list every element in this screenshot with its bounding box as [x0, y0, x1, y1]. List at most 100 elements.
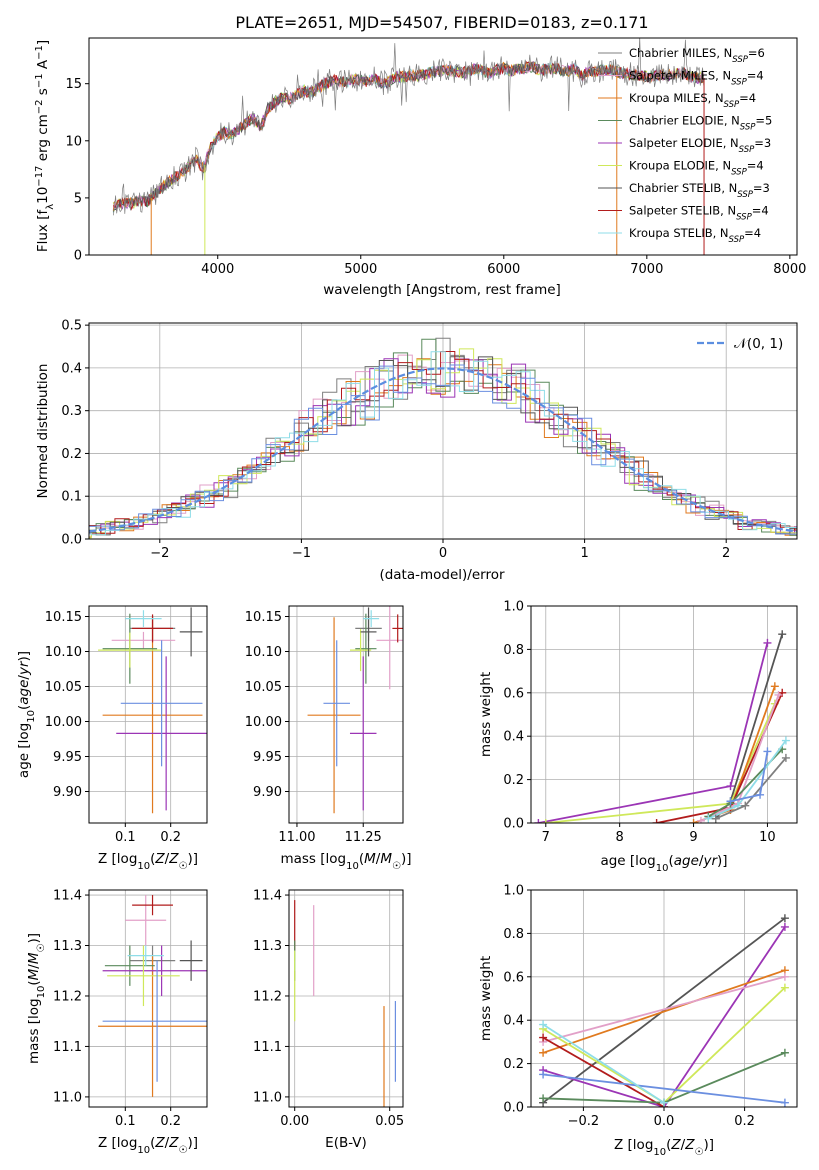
weight-vs-Z-panel: −0.2 0.0 0.2 0.0 0.2 0.4 0.6 0.8 1.0 mass weight: [478, 884, 798, 1129]
spectrum-series: [112, 61, 705, 213]
spectrum-lines: [112, 38, 705, 255]
legend-entry: Kroupa ELODIE, NSSP=4: [629, 159, 764, 178]
axes-frame: [530, 605, 798, 824]
y-tick-label: 11.1: [53, 1040, 82, 1055]
label-part: yr: [702, 853, 718, 869]
mass-vs-Z-panel: 0.1 0.2 11.0 11.1 11.2 11.3 11.4: [53, 889, 208, 1129]
y-tick-label: 0: [74, 249, 82, 264]
weight-marker: [778, 630, 787, 639]
x-axis-label: age [log10(age/yr)]: [600, 853, 727, 874]
legend-count: =4: [747, 159, 764, 173]
legend-entry: Chabrier STELIB, NSSP=3: [629, 181, 770, 200]
y-axis-label: mass [log10(M/M☉)]: [26, 933, 47, 1064]
spectrum-series: [112, 61, 705, 212]
y-tick-label: 11.1: [253, 1040, 282, 1055]
x-tick-label: 5000: [344, 262, 377, 277]
x-tick-label: −0.2: [568, 1114, 600, 1129]
weight-marker: [539, 1033, 548, 1042]
y-tick-label: 11.2: [53, 989, 82, 1004]
label-part: (: [16, 705, 32, 710]
weight-marker: [539, 1048, 548, 1057]
y-tick-label: 10.05: [45, 680, 82, 695]
label-part: /: [376, 851, 381, 867]
weight-marker: [780, 983, 789, 992]
x-axis-label: Z [log10(Z/Z☉)]: [98, 1135, 198, 1156]
spectrum-panel: 4000 5000 6000 7000 8000 0 5 10 15 PLATE=2651, MJ…: [65, 13, 806, 298]
y-tick-label: 0.6: [503, 686, 524, 701]
histogram-series: [89, 364, 797, 535]
label-part: age: [674, 853, 699, 869]
weight-series: [656, 692, 784, 823]
legend-count: =4: [752, 204, 769, 218]
legend-entry: Salpeter STELIB, NSSP=4: [629, 204, 769, 223]
label-part: 10: [35, 187, 51, 204]
y-tick-label: 11.0: [253, 1090, 282, 1105]
weight-marker: [539, 1094, 548, 1103]
weight-marker: [780, 972, 789, 981]
x-tick-label: 8000: [773, 262, 806, 277]
label-part: ]: [35, 40, 51, 45]
y-tick-label: 11.4: [53, 889, 82, 904]
y-tick-label: 10.15: [245, 610, 282, 625]
x-tick-label: 4000: [201, 262, 234, 277]
label-part: /: [165, 1135, 170, 1151]
axes-frame: [288, 889, 404, 1108]
y-tick-label: 10.00: [45, 715, 82, 730]
y-axis-label: Flux [fλ10−17 erg cm−2 s−1 A−1]: [34, 40, 56, 252]
x-axis-label: Z [log10(Z/Z☉)]: [98, 851, 198, 872]
x-tick-label: −2: [150, 546, 169, 561]
legend-sub: SSP: [729, 235, 745, 245]
legend-count: =3: [753, 181, 770, 195]
label-part: M: [26, 952, 42, 964]
weight-series: [542, 975, 786, 1043]
label-part: 10: [26, 710, 37, 723]
label-part: mass [log: [280, 851, 346, 867]
normal-curve: [89, 367, 797, 533]
y-axis-label: mass weight: [478, 672, 494, 757]
legend-entry: 𝒩(0, 1): [734, 336, 783, 352]
label-part: (: [150, 851, 155, 867]
weight-series: [542, 1036, 665, 1107]
y-tick-label: 0.2: [61, 447, 82, 462]
y-tick-label: 0.8: [503, 643, 524, 658]
weight-marker: [741, 801, 750, 810]
y-tick-label: 10.00: [245, 715, 282, 730]
label-part: ☉: [178, 1145, 187, 1156]
x-axis-label: wavelength [Angstrom, rest frame]: [323, 282, 561, 298]
spectrum-series: [113, 61, 705, 211]
legend-sub: SSP: [740, 123, 756, 133]
label-part: )]: [717, 853, 728, 869]
label-part: (: [359, 851, 364, 867]
y-axis-label: mass weight: [478, 956, 494, 1041]
x-tick-label: 8: [616, 830, 624, 845]
errorbars: [294, 900, 396, 1107]
label-part: age: [16, 680, 32, 705]
histogram-series: [89, 351, 797, 534]
label-part: Z [log: [98, 851, 137, 867]
legend-name: Chabrier ELODIE, N: [629, 114, 740, 128]
weight-marker: [780, 1098, 789, 1107]
label-part: Z: [154, 851, 165, 867]
y-tick-label: 0.8: [503, 927, 524, 942]
y-tick-label: 10: [65, 134, 82, 149]
residual-panel: −2 −1 0 1 2 0.0 0.1 0.2 0.3 0.4 0.5 (data-model)/er…: [35, 319, 798, 583]
spectrum-series: [112, 38, 705, 216]
x-tick-label: 10: [759, 830, 776, 845]
legend-sub: SSP: [731, 168, 747, 178]
legend-name: Kroupa ELODIE, N: [629, 159, 731, 173]
y-tick-label: 10.10: [245, 645, 282, 660]
y-tick-label: 10.10: [45, 645, 82, 660]
y-tick-label: 15: [65, 77, 82, 92]
y-tick-label: 0.2: [503, 773, 524, 788]
weight-marker: [780, 1048, 789, 1057]
x-tick-label: 7000: [630, 262, 663, 277]
axes-frame: [288, 605, 404, 824]
x-tick-label: 9: [689, 830, 697, 845]
y-axis-label: Normed distribution: [35, 364, 51, 499]
weight-lines: [539, 914, 789, 1107]
weight-series: [542, 1023, 665, 1104]
x-tick-label: 0.0: [654, 1114, 675, 1129]
weight-marker: [689, 819, 698, 823]
legend-count: =6: [748, 46, 765, 60]
